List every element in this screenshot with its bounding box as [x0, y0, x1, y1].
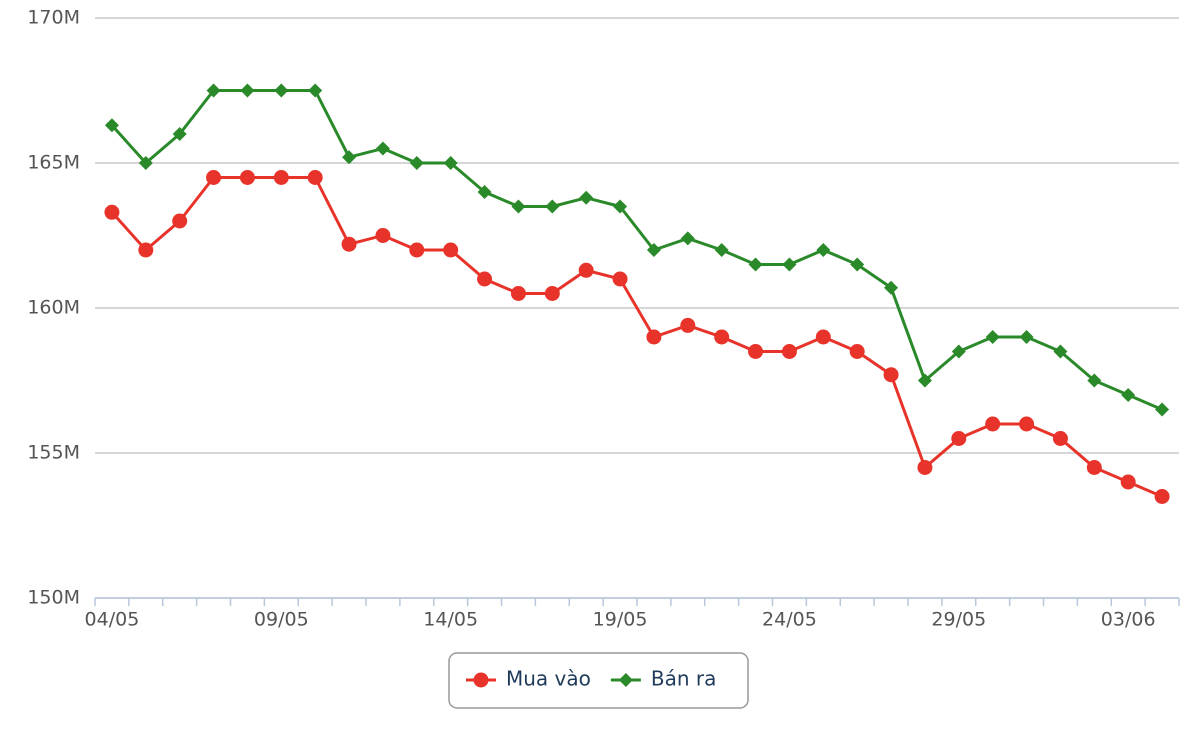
data-point — [138, 242, 154, 258]
data-point — [1087, 373, 1102, 388]
data-point — [781, 344, 797, 359]
data-point — [917, 460, 933, 475]
data-point — [544, 286, 560, 301]
data-point — [104, 204, 120, 220]
data-point — [646, 243, 661, 257]
legend-item: Mua vào — [466, 667, 591, 691]
data-point — [714, 329, 730, 345]
data-point — [239, 170, 255, 185]
x-tick-label: 29/05 — [931, 609, 986, 631]
x-tick-label: 09/05 — [254, 609, 309, 631]
data-point — [545, 199, 560, 214]
legend-label: Mua vào — [506, 667, 591, 691]
legend-item: Bán ra — [610, 667, 717, 691]
data-point — [172, 213, 188, 229]
data-point — [308, 83, 323, 98]
data-point — [951, 431, 967, 446]
series-line — [110, 89, 1163, 411]
data-point — [138, 156, 153, 170]
legend-box — [448, 652, 749, 709]
data-point — [816, 243, 831, 257]
data-point — [883, 367, 899, 383]
data-point — [748, 344, 764, 359]
data-point — [206, 83, 221, 98]
data-point — [1053, 344, 1068, 359]
data-point — [985, 416, 1001, 432]
data-point — [1154, 489, 1170, 504]
data-point — [477, 185, 492, 199]
data-point — [341, 236, 357, 252]
data-point — [782, 257, 797, 272]
data-point — [1019, 416, 1035, 432]
data-point — [1120, 474, 1136, 490]
data-point — [443, 156, 458, 170]
data-point — [1155, 402, 1170, 417]
data-point — [884, 280, 899, 295]
x-tick-label: 14/05 — [423, 609, 478, 631]
data-point — [849, 344, 865, 359]
data-point — [477, 271, 493, 287]
data-point — [206, 170, 222, 185]
data-point — [612, 271, 628, 287]
data-point — [951, 344, 966, 359]
data-point — [172, 127, 187, 141]
legend-marker — [618, 673, 633, 687]
y-tick-label: 170M — [27, 7, 80, 29]
legend-label: Bán ra — [651, 667, 717, 691]
data-point — [342, 150, 357, 165]
data-point — [613, 199, 628, 214]
data-point — [985, 330, 1000, 344]
y-tick-label: 155M — [27, 442, 80, 464]
y-tick-label: 165M — [27, 152, 80, 174]
data-point — [815, 329, 831, 345]
data-point — [578, 262, 594, 278]
data-point — [375, 141, 390, 156]
data-point — [409, 242, 425, 258]
data-point — [646, 329, 662, 345]
data-point — [1019, 330, 1034, 344]
data-point — [511, 199, 526, 214]
x-tick-label: 04/05 — [85, 609, 140, 631]
y-tick-label: 160M — [27, 297, 80, 319]
x-tick-label: 19/05 — [593, 609, 648, 631]
data-point — [307, 170, 323, 185]
data-point — [748, 257, 763, 272]
x-tick-label: 24/05 — [762, 609, 817, 631]
data-point — [443, 242, 459, 258]
data-point — [714, 243, 729, 257]
data-point — [850, 257, 865, 272]
data-point — [104, 118, 119, 133]
y-tick-label: 150M — [27, 587, 80, 609]
x-tick-label: 03/06 — [1101, 609, 1156, 631]
data-point — [1086, 460, 1102, 475]
data-point — [274, 83, 289, 98]
data-point — [680, 231, 695, 246]
data-point — [579, 190, 594, 205]
data-point — [1121, 388, 1136, 402]
data-point — [917, 373, 932, 388]
data-point — [240, 83, 255, 98]
legend-marker — [473, 672, 489, 688]
data-point — [1052, 431, 1068, 446]
data-point — [510, 286, 526, 301]
data-point — [375, 228, 391, 243]
data-point — [273, 170, 289, 185]
data-point — [409, 156, 424, 170]
data-point — [680, 317, 696, 333]
